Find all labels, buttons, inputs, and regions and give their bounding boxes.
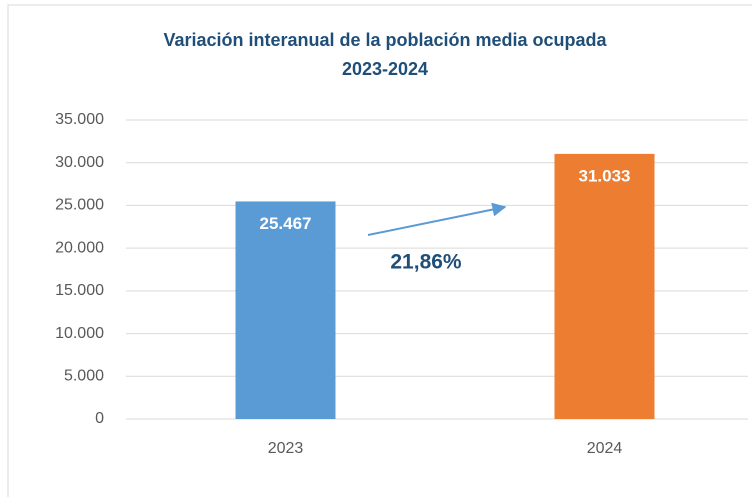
marks: 2023 25.467 2024 31.033 bbox=[235, 153, 655, 457]
data-label: 31.033 bbox=[579, 166, 631, 185]
y-tick-label: 20.000 bbox=[55, 239, 104, 256]
x-tick-label: 2024 bbox=[587, 440, 623, 457]
y-tick-label: 5.000 bbox=[64, 368, 104, 385]
bar bbox=[554, 153, 655, 419]
bar bbox=[235, 201, 336, 419]
chart-title: Variación interanual de la población med… bbox=[163, 30, 607, 50]
y-tick-label: 35.000 bbox=[55, 111, 104, 128]
y-tick-label: 25.000 bbox=[55, 197, 104, 214]
x-tick-label: 2023 bbox=[268, 440, 304, 457]
y-tick-label: 0 bbox=[95, 410, 104, 427]
chart-subtitle: 2023-2024 bbox=[342, 59, 428, 79]
y-tick-label: 30.000 bbox=[55, 154, 104, 171]
data-label: 25.467 bbox=[260, 214, 312, 233]
annotation: 21,86% bbox=[390, 251, 462, 274]
y-tick-label: 15.000 bbox=[55, 282, 104, 299]
arrow bbox=[367, 202, 507, 236]
y-tick-label: 10.000 bbox=[55, 325, 104, 342]
